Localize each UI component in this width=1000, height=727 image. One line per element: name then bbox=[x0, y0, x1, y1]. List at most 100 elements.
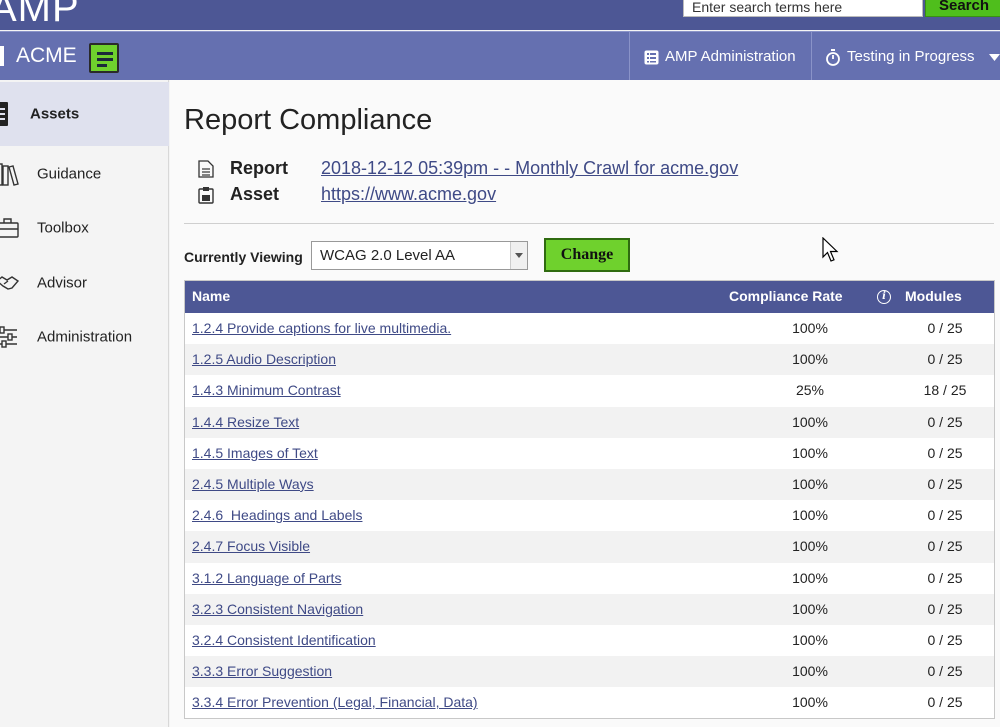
modules-count: 0 / 25 bbox=[927, 413, 963, 430]
amp-administration-menu[interactable]: AMP Administration bbox=[644, 32, 796, 81]
handshake-icon bbox=[0, 276, 20, 290]
criterion-link[interactable]: 2.4.7 Focus Visible bbox=[192, 538, 311, 555]
criterion-link[interactable]: 3.1.2 Language of Parts bbox=[192, 569, 342, 586]
table-row: 1.2.4 Provide captions for live multimed… bbox=[185, 313, 994, 344]
criterion-link[interactable]: 1.4.3 Minimum Contrast bbox=[192, 382, 341, 399]
table-row: 3.1.2 Language of Parts 100% 0 / 25 bbox=[185, 563, 994, 594]
modules-count: 0 / 25 bbox=[927, 538, 963, 555]
report-row: Report 2018-12-12 05:39pm - - Monthly Cr… bbox=[198, 158, 898, 180]
compliance-rate: 100% bbox=[792, 320, 828, 336]
modules-count: 0 / 25 bbox=[927, 569, 963, 586]
table-header: Name Compliance Rate i Modules bbox=[185, 281, 994, 313]
table-row: 3.2.3 Consistent Navigation 100% 0 / 25 bbox=[185, 593, 994, 625]
clipboard-icon bbox=[198, 187, 214, 204]
modules-count: 0 / 25 bbox=[927, 320, 963, 336]
sidebar-item-administration[interactable]: Administration bbox=[0, 310, 169, 364]
asset-link[interactable]: https://www.acme.gov bbox=[321, 184, 497, 204]
table-row: 1.4.4 Resize Text 100% 0 / 25 bbox=[185, 406, 994, 438]
search-button[interactable]: Search bbox=[925, 0, 1000, 17]
modules-count: 0 / 25 bbox=[927, 351, 963, 368]
search-input[interactable] bbox=[683, 0, 923, 17]
chevron-down-icon[interactable] bbox=[510, 242, 527, 269]
compliance-rate: 100% bbox=[792, 475, 828, 492]
page-title: Report Compliance bbox=[184, 104, 433, 136]
nav-separator bbox=[811, 32, 812, 81]
compliance-rate: 100% bbox=[792, 538, 828, 555]
org-icon bbox=[0, 46, 4, 66]
divider bbox=[184, 223, 994, 224]
sidebar-item-label: Advisor bbox=[37, 274, 88, 292]
criterion-link[interactable]: 2.4.6 Headings and Labels bbox=[192, 507, 363, 524]
table-body: 1.2.4 Provide captions for live multimed… bbox=[185, 313, 994, 718]
sidebar-item-label: Toolbox bbox=[37, 219, 89, 237]
assets-icon bbox=[0, 102, 8, 126]
compliance-rate: 100% bbox=[792, 569, 828, 586]
criterion-link[interactable]: 3.2.4 Consistent Identification bbox=[192, 631, 376, 648]
modules-count: 18 / 25 bbox=[923, 382, 967, 399]
compliance-table: Name Compliance Rate i Modules 1.2.4 Pro… bbox=[184, 280, 995, 720]
admin-label: AMP Administration bbox=[665, 48, 796, 65]
sidebar-item-label: Administration bbox=[37, 328, 133, 346]
table-row: 3.3.4 Error Prevention (Legal, Financial… bbox=[185, 687, 994, 718]
table-row: 2.4.5 Multiple Ways 100% 0 / 25 bbox=[185, 468, 994, 501]
compliance-rate: 100% bbox=[792, 600, 828, 617]
nav-separator bbox=[629, 32, 630, 81]
sidebar-item-label: Assets bbox=[30, 105, 80, 123]
asset-row: Asset https://www.acme.gov bbox=[198, 184, 898, 206]
org-nav-bar: ACME AMP Administration Testing in Progr… bbox=[0, 31, 1000, 81]
modules-count: 0 / 25 bbox=[927, 631, 963, 648]
info-icon[interactable]: i bbox=[877, 290, 891, 304]
testing-status-menu[interactable]: Testing in Progress bbox=[825, 32, 1000, 81]
criterion-link[interactable]: 3.2.3 Consistent Navigation bbox=[192, 600, 364, 617]
org-name[interactable]: ACME bbox=[16, 44, 77, 67]
sidebar-item-advisor[interactable]: Advisor bbox=[0, 256, 169, 310]
modules-count: 0 / 25 bbox=[927, 663, 963, 680]
criterion-link[interactable]: 1.4.5 Images of Text bbox=[192, 444, 318, 461]
compliance-rate: 100% bbox=[792, 507, 828, 524]
column-header-modules[interactable]: Modules bbox=[905, 288, 962, 304]
modules-count: 0 / 25 bbox=[927, 444, 963, 461]
table-row: 2.4.7 Focus Visible 100% 0 / 25 bbox=[185, 531, 994, 563]
table-row: 2.4.6 Headings and Labels 100% 0 / 25 bbox=[185, 500, 994, 531]
toolbox-icon bbox=[0, 218, 19, 238]
compliance-rate: 100% bbox=[792, 631, 828, 648]
column-header-name[interactable]: Name bbox=[192, 288, 231, 304]
currently-viewing-label: Currently Viewing bbox=[184, 249, 303, 265]
criterion-link[interactable]: 1.2.4 Provide captions for live multimed… bbox=[192, 320, 452, 336]
modules-count: 0 / 25 bbox=[927, 600, 963, 617]
compliance-rate: 25% bbox=[795, 382, 825, 399]
criterion-link[interactable]: 3.3.4 Error Prevention (Legal, Financial… bbox=[192, 694, 478, 711]
standard-select-value: WCAG 2.0 Level AA bbox=[320, 247, 456, 264]
org-menu-button[interactable] bbox=[89, 43, 119, 73]
top-bar: AMP Search bbox=[0, 0, 1000, 30]
criterion-link[interactable]: 1.2.5 Audio Description bbox=[192, 351, 336, 368]
sidebar: Assets Guidance Toolbox Advisor bbox=[0, 80, 169, 727]
compliance-rate: 100% bbox=[792, 663, 828, 680]
amp-logo[interactable]: AMP bbox=[0, 0, 80, 30]
sidebar-item-guidance[interactable]: Guidance bbox=[0, 147, 169, 201]
modules-count: 0 / 25 bbox=[927, 694, 963, 711]
change-button[interactable]: Change bbox=[544, 238, 630, 272]
report-link[interactable]: 2018-12-12 05:39pm - - Monthly Crawl for… bbox=[321, 158, 739, 178]
mouse-cursor-icon bbox=[822, 237, 839, 262]
compliance-rate: 100% bbox=[792, 413, 828, 430]
status-label: Testing in Progress bbox=[847, 48, 975, 65]
table-row: 3.3.3 Error Suggestion 100% 0 / 25 bbox=[185, 656, 994, 688]
chevron-down-icon bbox=[988, 53, 1000, 61]
sliders-icon bbox=[0, 326, 17, 348]
modules-count: 0 / 25 bbox=[927, 475, 963, 492]
document-icon bbox=[198, 160, 214, 178]
report-label: Report bbox=[230, 158, 288, 178]
criterion-link[interactable]: 3.3.3 Error Suggestion bbox=[192, 663, 333, 680]
main-content: Report Compliance Report 2018-12-12 05:3… bbox=[170, 80, 1000, 727]
standard-select[interactable]: WCAG 2.0 Level AA bbox=[311, 241, 528, 270]
sidebar-item-toolbox[interactable]: Toolbox bbox=[0, 201, 169, 255]
table-row: 1.4.5 Images of Text 100% 0 / 25 bbox=[185, 438, 994, 469]
sidebar-item-label: Guidance bbox=[37, 165, 102, 183]
sidebar-item-assets[interactable]: Assets bbox=[0, 82, 169, 146]
criterion-link[interactable]: 1.4.4 Resize Text bbox=[192, 413, 300, 430]
column-header-rate[interactable]: Compliance Rate bbox=[729, 288, 843, 304]
criterion-link[interactable]: 2.4.5 Multiple Ways bbox=[192, 475, 314, 492]
table-row: 3.2.4 Consistent Identification 100% 0 / 2… bbox=[185, 625, 994, 656]
asset-label: Asset bbox=[230, 184, 280, 204]
